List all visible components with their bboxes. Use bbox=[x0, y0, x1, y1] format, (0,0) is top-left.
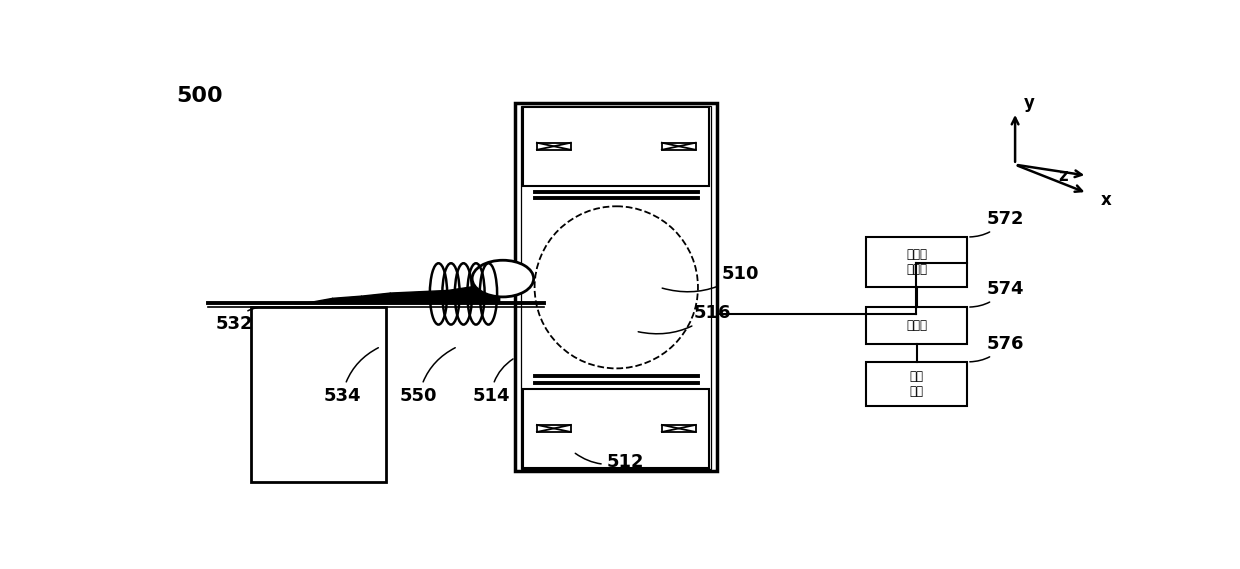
Text: 514: 514 bbox=[472, 359, 513, 405]
Bar bbox=[866, 237, 967, 287]
Bar bbox=[250, 307, 386, 483]
Ellipse shape bbox=[472, 260, 533, 297]
Text: z: z bbox=[1058, 167, 1068, 184]
Polygon shape bbox=[481, 282, 494, 303]
Polygon shape bbox=[491, 275, 496, 303]
Text: 576: 576 bbox=[970, 335, 1024, 362]
Text: 图像重
建单元: 图像重 建单元 bbox=[906, 248, 928, 276]
Ellipse shape bbox=[472, 260, 533, 297]
Text: 572: 572 bbox=[970, 210, 1024, 237]
Polygon shape bbox=[496, 271, 498, 303]
Text: 处理器: 处理器 bbox=[906, 319, 928, 332]
Bar bbox=[537, 425, 570, 432]
Bar bbox=[866, 307, 967, 344]
Polygon shape bbox=[332, 296, 362, 303]
Bar bbox=[662, 143, 696, 150]
Polygon shape bbox=[494, 274, 498, 303]
Bar bbox=[866, 362, 967, 406]
Polygon shape bbox=[309, 298, 332, 303]
Polygon shape bbox=[481, 283, 501, 290]
Text: 574: 574 bbox=[970, 280, 1024, 307]
Text: 550: 550 bbox=[401, 348, 455, 405]
Bar bbox=[516, 104, 717, 471]
Text: 534: 534 bbox=[324, 348, 378, 405]
Text: x: x bbox=[1101, 191, 1112, 209]
Bar bbox=[521, 106, 712, 469]
Text: 存储
单元: 存储 单元 bbox=[910, 370, 924, 398]
Bar bbox=[523, 389, 709, 468]
Bar bbox=[537, 143, 570, 150]
Text: y: y bbox=[1024, 94, 1035, 112]
Polygon shape bbox=[448, 286, 477, 303]
Polygon shape bbox=[477, 281, 491, 303]
Bar bbox=[662, 425, 696, 432]
Polygon shape bbox=[362, 293, 391, 303]
Text: 500: 500 bbox=[176, 86, 223, 106]
Text: 532: 532 bbox=[216, 307, 258, 333]
Polygon shape bbox=[391, 292, 419, 303]
Text: 512: 512 bbox=[575, 453, 644, 471]
Polygon shape bbox=[419, 290, 448, 303]
Text: 516: 516 bbox=[639, 304, 730, 334]
Text: 510: 510 bbox=[662, 265, 759, 292]
Bar bbox=[523, 107, 709, 185]
